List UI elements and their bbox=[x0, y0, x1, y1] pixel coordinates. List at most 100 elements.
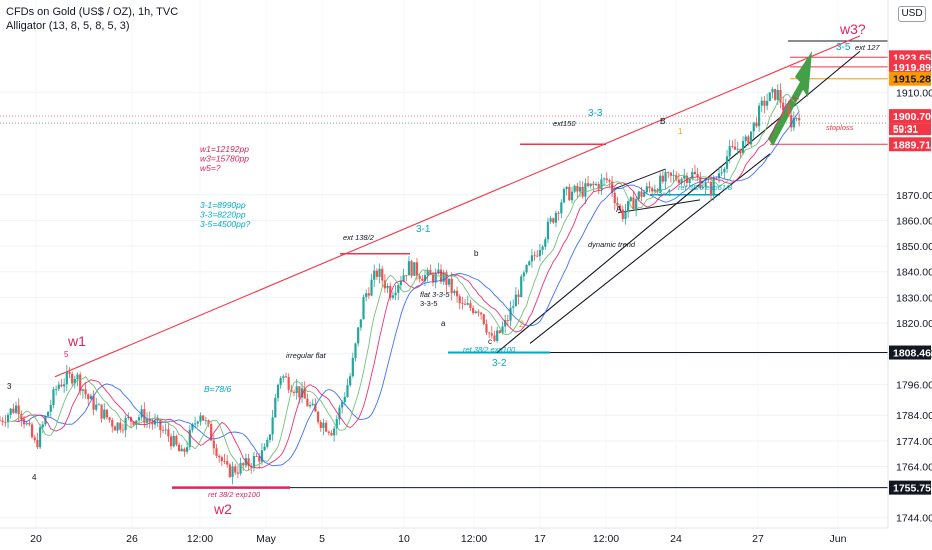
candle-body bbox=[431, 274, 435, 283]
candle-body bbox=[127, 417, 130, 418]
candle-body bbox=[776, 90, 779, 100]
candle-body bbox=[533, 255, 536, 257]
y-tick-label: 1744.00 bbox=[896, 513, 932, 525]
candle-body bbox=[733, 146, 737, 150]
candle-body bbox=[434, 272, 437, 283]
candle-body bbox=[546, 221, 550, 240]
candle-body bbox=[570, 191, 574, 201]
candle-body bbox=[413, 262, 416, 276]
candle-body bbox=[423, 275, 427, 281]
candle-body bbox=[196, 421, 199, 424]
candle-body bbox=[188, 429, 191, 448]
candle-body bbox=[349, 376, 352, 386]
label-stoploss: stoploss bbox=[826, 123, 854, 132]
candle-body bbox=[135, 420, 138, 425]
candle-body bbox=[177, 444, 181, 452]
candle-body bbox=[450, 278, 453, 294]
candle-body bbox=[407, 261, 411, 276]
candle-body bbox=[605, 178, 608, 181]
alligator-jaw-line bbox=[21, 110, 800, 467]
candle-body bbox=[766, 100, 769, 106]
candle-body bbox=[159, 419, 162, 431]
candle-body bbox=[226, 461, 229, 465]
candle-body bbox=[14, 405, 18, 413]
x-tick-label: 12:00 bbox=[593, 533, 619, 545]
x-tick-label: 26 bbox=[126, 533, 138, 545]
candle-body bbox=[463, 303, 467, 305]
label-4: 4 bbox=[32, 473, 37, 482]
triangle-lower bbox=[617, 199, 701, 214]
label-ext150: ext150 bbox=[553, 119, 576, 128]
label-flat: flat 3-3-5 bbox=[420, 290, 450, 299]
x-tick-label: 20 bbox=[30, 533, 42, 545]
price-label-box bbox=[889, 480, 931, 495]
candle-body bbox=[442, 272, 445, 282]
candle-body bbox=[175, 435, 178, 445]
candle-body bbox=[47, 411, 50, 417]
y-tick-label: 1870.00 bbox=[896, 190, 932, 202]
candle-body bbox=[151, 421, 154, 425]
candle-body bbox=[49, 405, 52, 412]
candle-body bbox=[306, 398, 309, 407]
candle-body bbox=[370, 279, 373, 296]
candle-body bbox=[621, 209, 624, 219]
candle-body bbox=[755, 122, 758, 127]
label-c: c bbox=[488, 337, 492, 346]
candle-body bbox=[437, 269, 440, 273]
candle-body bbox=[565, 186, 568, 190]
candle-body bbox=[741, 141, 745, 154]
candle-body bbox=[156, 419, 159, 421]
candle-body bbox=[544, 239, 547, 247]
candle-body bbox=[683, 175, 686, 179]
candle-body bbox=[501, 326, 504, 333]
candle-body bbox=[60, 384, 63, 387]
label-dynamic: dynamic trend bbox=[588, 240, 636, 249]
candle-body bbox=[752, 122, 755, 132]
candle-body bbox=[300, 388, 304, 398]
candle-body bbox=[295, 386, 298, 393]
candle-body bbox=[723, 168, 726, 173]
price-label-text: 1900.70 bbox=[893, 111, 931, 123]
candle-body bbox=[688, 178, 691, 183]
candle-body bbox=[707, 181, 710, 183]
dynamic-trend-line bbox=[496, 50, 861, 353]
label-A: A bbox=[616, 204, 622, 214]
candle-body bbox=[41, 424, 44, 428]
candle-body bbox=[552, 218, 555, 223]
wave-w2: w2 bbox=[213, 501, 232, 517]
candle-body bbox=[597, 183, 600, 190]
candle-body bbox=[514, 294, 517, 307]
candle-body bbox=[664, 172, 667, 182]
candle-body bbox=[287, 377, 290, 390]
candle-body bbox=[333, 428, 336, 436]
candle-body bbox=[172, 435, 175, 447]
candle-body bbox=[672, 175, 675, 176]
price-label-text: 1889.71 bbox=[893, 139, 931, 151]
candle-body bbox=[389, 285, 392, 298]
currency-badge[interactable]: USD bbox=[898, 6, 926, 22]
candle-body bbox=[255, 456, 258, 457]
label-ext138: ext 138/2 bbox=[343, 233, 375, 242]
candle-body bbox=[183, 448, 186, 452]
candle-body bbox=[279, 377, 282, 385]
candle-body bbox=[186, 447, 189, 452]
candle-body bbox=[274, 397, 277, 418]
candle-body bbox=[204, 420, 207, 422]
candle-body bbox=[63, 384, 66, 387]
label-ret-38-6: ret 38/6 exp61/8 bbox=[678, 183, 733, 192]
candle-body bbox=[608, 180, 611, 182]
label-1: 1 bbox=[678, 127, 683, 136]
candle-body bbox=[474, 311, 477, 313]
candle-body bbox=[629, 197, 632, 202]
candle-body bbox=[137, 417, 141, 421]
candle-body bbox=[169, 436, 173, 447]
candle-body bbox=[747, 136, 750, 145]
candle-body bbox=[592, 183, 595, 186]
stat-teal-2: 3-5=4500pp? bbox=[200, 219, 251, 229]
x-tick-label: 24 bbox=[670, 533, 682, 545]
candle-body bbox=[87, 394, 90, 400]
price-label-box bbox=[889, 71, 931, 86]
y-tick-label: 1820.00 bbox=[896, 318, 932, 330]
candle-body bbox=[103, 409, 106, 419]
